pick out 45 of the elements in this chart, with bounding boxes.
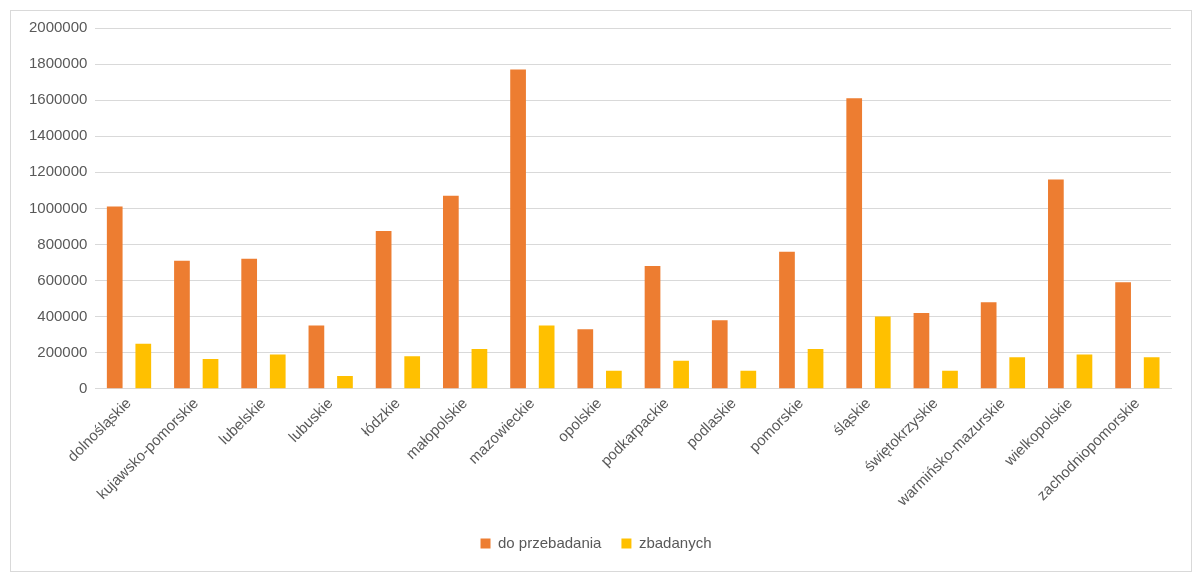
bar [874,316,891,389]
y-tick-label: 1600000 [28,90,88,108]
bar [807,349,824,389]
bar [538,325,555,389]
bar [1076,354,1093,389]
bar [606,370,622,389]
bar [471,349,488,389]
bar [375,230,392,389]
bar [1009,357,1026,389]
bar [241,258,258,389]
legend-label: do przebadania [498,533,603,551]
bar [308,325,325,389]
bar [913,312,930,389]
bar [644,266,661,389]
y-tick-label: 1800000 [28,54,88,72]
bar [1143,357,1160,389]
bar [980,302,997,389]
y-tick-label: 400000 [37,306,88,324]
y-tick-label: 0 [79,378,88,396]
y-tick-label: 200000 [37,342,88,360]
bar [174,260,190,389]
y-tick-label: 1400000 [28,126,88,144]
bar [673,360,689,389]
bar [711,320,728,389]
bar [135,343,152,389]
bar [337,376,353,389]
bar [269,354,286,389]
bar [404,356,421,389]
bar [846,98,863,389]
y-tick-label: 1200000 [28,162,88,180]
bar [510,69,526,389]
bar [577,329,594,389]
y-tick-label: 600000 [37,270,88,288]
y-tick-label: 1000000 [28,198,88,216]
legend-label: zbadanych [638,533,712,551]
bar [106,206,123,389]
y-tick-label: 2000000 [28,18,88,36]
bar [442,195,459,389]
y-tick-label: 800000 [37,234,88,252]
bar [740,370,757,389]
bar [942,370,958,389]
bar [202,358,219,389]
bar [1048,179,1064,389]
bar [1115,282,1131,389]
bar [779,251,795,389]
